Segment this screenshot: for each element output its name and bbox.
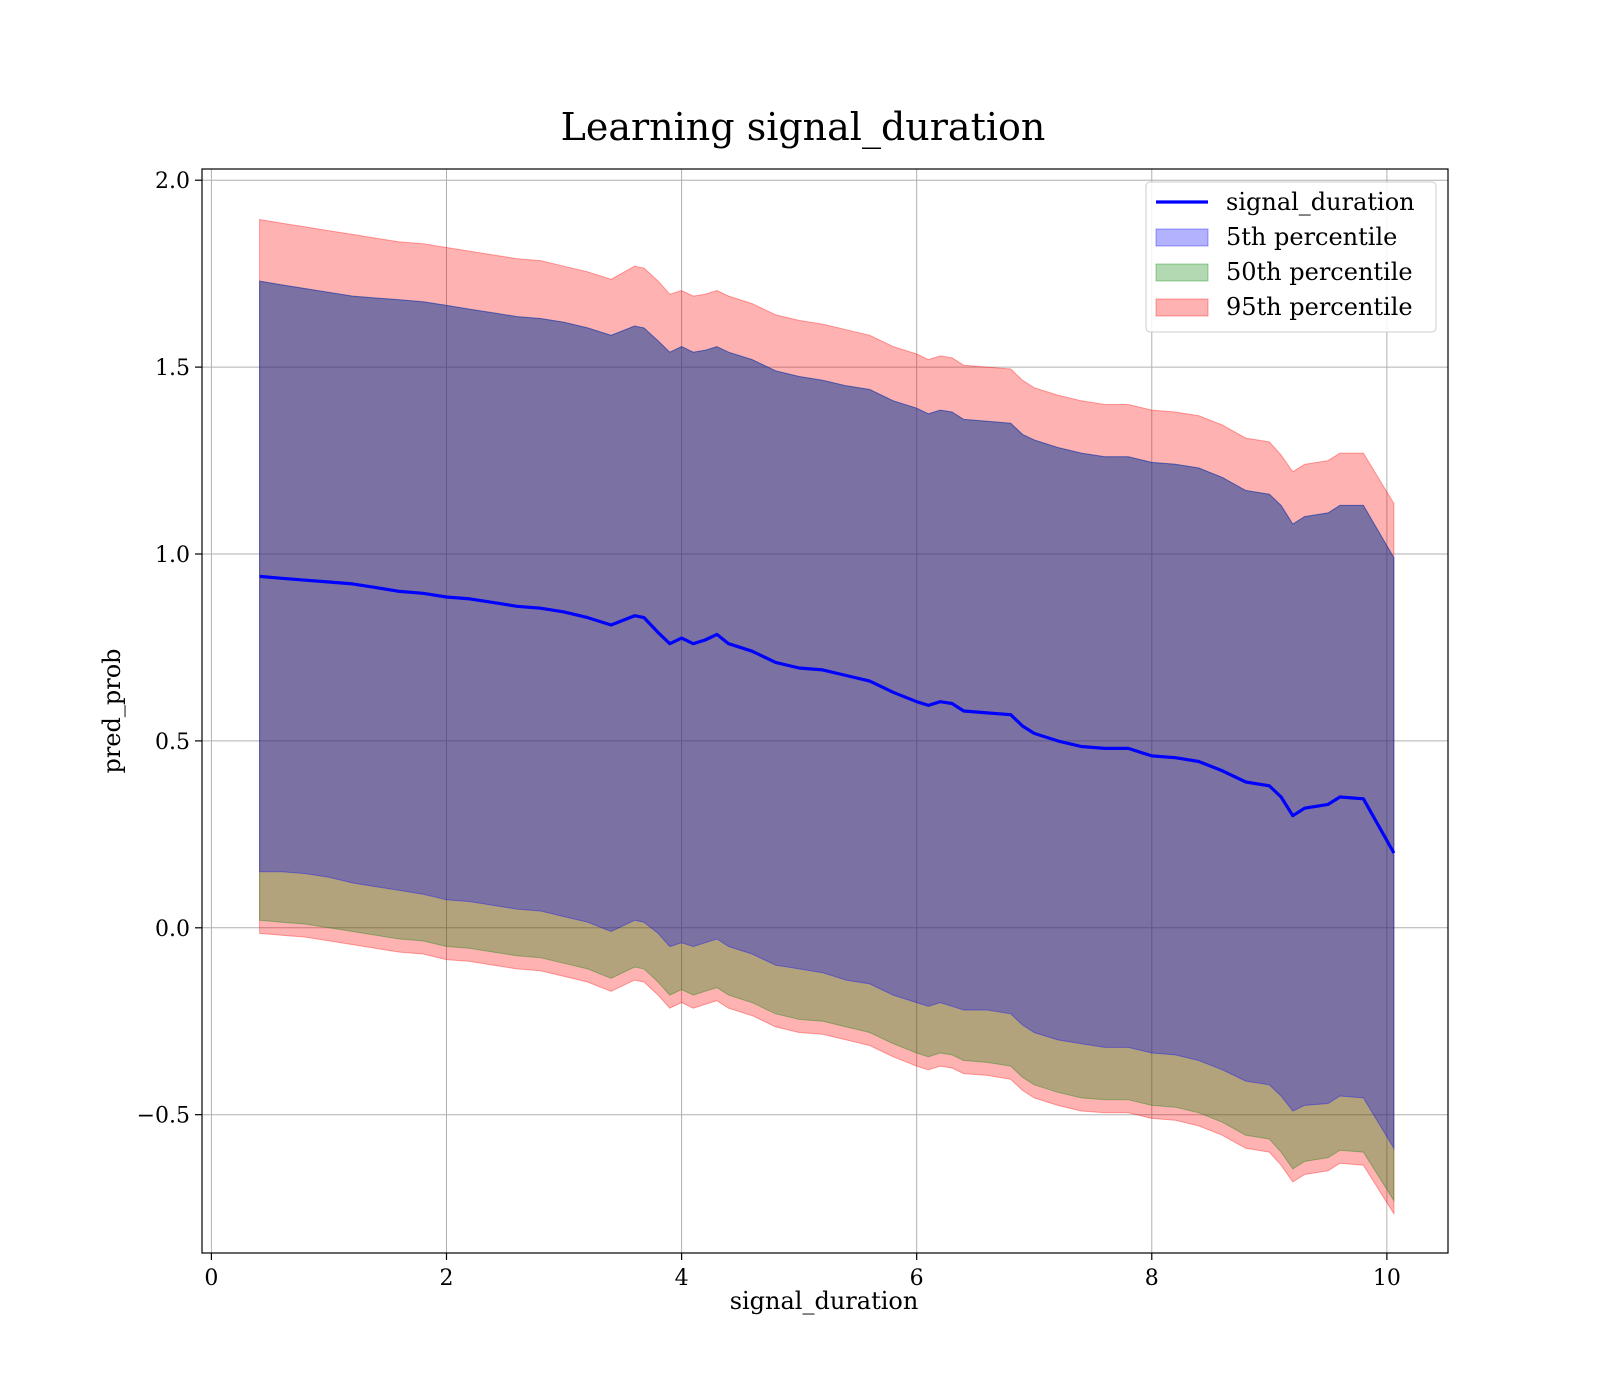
y-axis-label: pred_prob	[98, 648, 126, 773]
grid	[202, 169, 1448, 1253]
legend-label: 95th percentile	[1226, 293, 1413, 321]
series-line-signal-duration	[259, 574, 1396, 854]
y-tick-label: 1.5	[155, 356, 190, 381]
x-tick-label: 10	[1373, 1266, 1401, 1291]
y-tick-label: −0.5	[137, 1104, 190, 1129]
band-95th-percentile	[259, 218, 1395, 1216]
legend-swatch	[1155, 298, 1209, 317]
plot-frame	[201, 168, 1449, 1254]
band-50th-percentile	[259, 280, 1395, 1203]
x-axis: 0 2 4 6 8 10	[204, 1253, 1401, 1291]
x-tick-label: 0	[204, 1266, 218, 1291]
x-axis-label: signal_duration	[730, 1287, 919, 1315]
y-tick-label: 0.5	[155, 730, 190, 755]
series-lines	[259, 574, 1396, 854]
chart-title: Learning signal_duration	[561, 105, 1046, 150]
y-tick-label: 0.0	[155, 917, 190, 942]
y-tick-label: 1.0	[155, 543, 190, 568]
legend-swatch	[1155, 228, 1209, 247]
x-tick-label: 6	[910, 1266, 924, 1291]
x-tick-label: 2	[439, 1266, 453, 1291]
legend-label: signal_duration	[1226, 188, 1415, 216]
y-axis: −0.5 0.0 0.5 1.0 1.5 2.0	[137, 169, 202, 1129]
band-5th-percentile	[259, 280, 1395, 1151]
legend-swatch	[1155, 263, 1209, 282]
legend-label: 50th percentile	[1226, 258, 1413, 286]
percentile-bands	[259, 218, 1395, 1216]
legend-label: 5th percentile	[1226, 223, 1397, 251]
legend: signal_duration 5th percentile 50th percen…	[1145, 181, 1437, 333]
legend-box	[1145, 181, 1437, 333]
x-tick-label: 4	[675, 1266, 689, 1291]
x-tick-label: 8	[1145, 1266, 1159, 1291]
y-tick-label: 2.0	[155, 169, 190, 194]
